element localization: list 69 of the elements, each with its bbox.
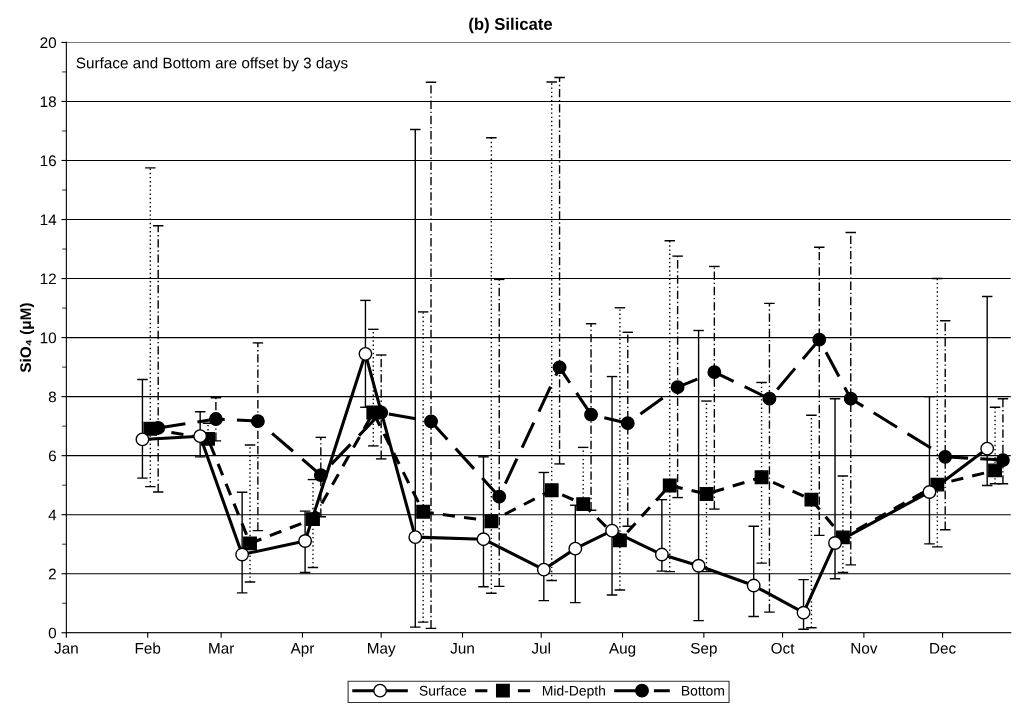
point (298, 534, 313, 548)
y-tick-label: 12 (40, 273, 56, 285)
point (250, 414, 265, 429)
point (662, 478, 677, 493)
point (938, 449, 953, 464)
y-tick-label: 6 (48, 450, 56, 462)
point (988, 463, 1002, 478)
point (699, 487, 714, 501)
point (408, 530, 423, 545)
x-tick-label: Oct (771, 642, 795, 654)
point (804, 492, 819, 507)
point (707, 365, 722, 380)
point (654, 547, 669, 562)
x-tick-label: Jul (531, 642, 550, 654)
point (416, 504, 431, 519)
y-tick-label: 8 (48, 391, 56, 403)
point (492, 489, 507, 504)
y-tick-label: 18 (40, 96, 56, 108)
point (922, 485, 937, 499)
y-tick-label: 10 (40, 332, 57, 344)
x-tick-label: Jun (450, 643, 474, 654)
legend-label: Bottom (682, 685, 724, 696)
point (754, 470, 769, 485)
point (484, 514, 499, 529)
point (235, 547, 250, 562)
x-tick-label: May (368, 643, 396, 657)
legend-label: Mid-Depth (542, 685, 605, 699)
point (746, 578, 761, 593)
chart-title: (b) Silicate (469, 17, 553, 34)
y-tick-label: 2 (48, 568, 56, 580)
point (576, 497, 591, 512)
point (208, 412, 223, 427)
x-tick-label: Nov (851, 643, 878, 654)
y-tick-label: 4 (48, 509, 57, 521)
point (552, 360, 567, 375)
annotation: Surface and Bottom are offset by 3 days (76, 57, 348, 72)
x-tick-label: Jan (54, 643, 78, 654)
point (828, 536, 842, 550)
x-tick-label: Dec (930, 643, 956, 654)
point (424, 414, 438, 429)
x-tick-label: Aug (608, 643, 636, 657)
x-tick-label: Apr (290, 643, 315, 657)
point (366, 405, 381, 420)
point (843, 391, 858, 406)
point (980, 441, 995, 456)
point (691, 558, 706, 573)
x-tick-label: Feb (135, 642, 161, 654)
point (476, 532, 491, 547)
point (584, 407, 598, 422)
point (243, 536, 257, 551)
x-tick-label: Sep (690, 642, 717, 657)
point (358, 346, 373, 361)
point (536, 562, 551, 577)
point (620, 416, 635, 431)
x-tick-label: Mar (209, 643, 235, 654)
point (605, 523, 619, 538)
point (544, 483, 559, 498)
legend-label: Surface (419, 685, 467, 696)
y-axis-title: SiO₄ (μM) (19, 303, 35, 373)
point (568, 541, 583, 556)
point (762, 391, 777, 406)
y-tick-label: 14 (40, 214, 57, 226)
point (995, 453, 1010, 468)
point (670, 380, 685, 395)
point (812, 332, 827, 347)
point (796, 605, 811, 620)
y-tick-label: 20 (40, 37, 57, 49)
y-tick-label: 0 (48, 627, 57, 639)
y-tick-label: 16 (40, 155, 56, 167)
